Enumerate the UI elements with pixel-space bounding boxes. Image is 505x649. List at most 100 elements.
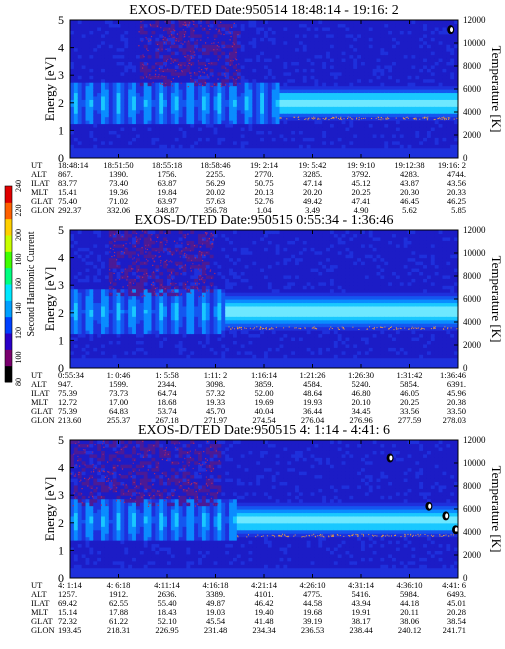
ephemeris-row-label: GLON [31, 625, 55, 635]
ephemeris-row-label: GLAT [31, 616, 54, 626]
ephemeris-cell: 20.02 [206, 187, 225, 197]
colorbar-tick-label: 180 [14, 254, 23, 266]
y2-tick-label: 4000 [463, 527, 482, 537]
colorbar-tick-label: 200 [14, 229, 23, 241]
ephemeris-cell: 19.91 [351, 607, 370, 617]
ephemeris-cell: 34.45 [351, 406, 370, 416]
colorbar: 80 100 120 140 160 180 200 220 240 Second Harmoni… [4, 180, 37, 386]
ephemeris-cell: 44.18 [400, 598, 419, 608]
ephemeris-cell: 19.69 [254, 397, 273, 407]
ephemeris-cell: 50.75 [254, 178, 273, 188]
ephemeris-cell: 2255. [206, 169, 225, 179]
ephemeris-cell: 19.84 [157, 187, 177, 197]
y2-axis-label: Temperature [K] [489, 466, 504, 553]
ephemeris-cell: 226.95 [155, 625, 178, 635]
ephemeris-cell: 218.31 [107, 625, 130, 635]
ephemeris-cell: 213.60 [58, 415, 81, 425]
ephemeris-cell: 1: 5:58 [155, 370, 179, 380]
colorbar-tick-label: 80 [14, 378, 23, 386]
ephemeris-cell: 46.05 [400, 388, 419, 398]
ephemeris-cell: 240.12 [398, 625, 421, 635]
ephemeris-cell: 47.41 [351, 196, 370, 206]
y-tick-label: 0 [58, 151, 64, 165]
ephemeris-cell: 4744. [447, 169, 466, 179]
y2-tick-label: 10000 [463, 458, 486, 468]
ephemeris-cell: 57.32 [206, 388, 225, 398]
ephemeris-row-label: GLON [31, 205, 55, 215]
hot-spot-core [445, 513, 449, 519]
ephemeris-cell: 38.06 [400, 616, 419, 626]
ephemeris-cell: 73.40 [109, 178, 128, 188]
ephemeris-cell: 5416. [351, 589, 370, 599]
ephemeris-cell: 4:36:10 [397, 580, 423, 590]
ephemeris-cell: 348.87 [155, 205, 178, 215]
ephemeris-cell: 45.96 [447, 388, 466, 398]
y-tick-label: 4 [58, 41, 64, 55]
panel-1: EXOS-D/TED Date:950514 18:48:14 - 19:16:… [31, 3, 504, 215]
ephemeris-cell: 276.04 [301, 415, 325, 425]
ephemeris-cell: 234.34 [252, 625, 276, 635]
y2-tick-label: 0 [463, 573, 468, 583]
ephemeris-cell: 52.00 [254, 388, 273, 398]
ephemeris-cell: 867. [58, 169, 73, 179]
y-tick-label: 2 [58, 516, 64, 530]
ephemeris-cell: 53.74 [157, 406, 177, 416]
ephemeris-cell: 62.55 [109, 598, 128, 608]
ephemeris-cell: 19:12:38 [394, 160, 424, 170]
ephemeris-cell: 18:48:14 [58, 160, 89, 170]
ephemeris-row-label: UT [31, 580, 43, 590]
colorbar-tick-label: 100 [14, 352, 23, 364]
ephemeris-cell: 267.18 [155, 415, 178, 425]
ephemeris-cell: 38.17 [351, 616, 370, 626]
ephemeris-cell: 3285. [303, 169, 322, 179]
ephemeris-cell: 18.43 [157, 607, 176, 617]
ephemeris-cell: 4: 1:14 [58, 580, 83, 590]
ephemeris-cell: 33.50 [447, 406, 466, 416]
y-tick-label: 1 [58, 123, 64, 137]
ephemeris-cell: 5240. [351, 379, 370, 389]
ephemeris-cell: 1: 0:46 [107, 370, 131, 380]
ephemeris-cell: 3098. [206, 379, 225, 389]
y2-axis-label: Temperature [K] [489, 46, 504, 133]
ephemeris-cell: 69.42 [58, 598, 77, 608]
ephemeris-cell: 19: 2:14 [250, 160, 279, 170]
ephemeris-cell: 48.64 [303, 388, 323, 398]
ephemeris-cell: 4.90 [354, 205, 369, 215]
colorbar-segment [5, 235, 12, 252]
ephemeris-cell: 0:55:34 [58, 370, 85, 380]
ephemeris-cell: 18.68 [157, 397, 176, 407]
ephemeris-cell: 1:21:26 [300, 370, 326, 380]
ephemeris-cell: 43.87 [400, 178, 419, 188]
ephemeris-row-label: ILAT [31, 598, 50, 608]
ephemeris-cell: 292.37 [58, 205, 81, 215]
ephemeris-cell: 20.20 [303, 187, 322, 197]
ephemeris-cell: 4:16:18 [203, 580, 229, 590]
ephemeris-row-label: ALT [31, 589, 48, 599]
ephemeris-cell: 15.41 [58, 187, 77, 197]
y2-tick-label: 0 [463, 153, 468, 163]
ephemeris-cell: 45.70 [206, 406, 225, 416]
y2-tick-label: 12000 [463, 435, 486, 445]
ephemeris-cell: 75.40 [58, 196, 77, 206]
ephemeris-cell: 1:16:14 [251, 370, 278, 380]
ephemeris-cell: 64.74 [157, 388, 177, 398]
ephemeris-cell: 19.36 [109, 187, 128, 197]
y-tick-label: 0 [58, 361, 64, 375]
y-tick-label: 0 [58, 571, 64, 585]
ephemeris-cell: 20.30 [400, 187, 419, 197]
ephemeris-cell: 19.68 [303, 607, 322, 617]
ephemeris-cell: 63.97 [157, 196, 176, 206]
ephemeris-cell: 46.25 [447, 196, 466, 206]
hot-spot-core [389, 455, 393, 461]
y2-tick-label: 4000 [463, 317, 482, 327]
ephemeris-cell: 1:11: 2 [204, 370, 228, 380]
panel-title: EXOS-D/TED Date:950515 4: 1:14 - 4:41: 6 [138, 423, 390, 438]
ephemeris-cell: 39.19 [303, 616, 322, 626]
ephemeris-cell: 44.58 [303, 598, 322, 608]
y-tick-label: 2 [58, 306, 64, 320]
ephemeris-cell: 236.53 [301, 625, 324, 635]
colorbar-segment [5, 349, 12, 367]
colorbar-tick-label: 120 [14, 327, 23, 339]
ephemeris-cell: 20.28 [447, 607, 466, 617]
